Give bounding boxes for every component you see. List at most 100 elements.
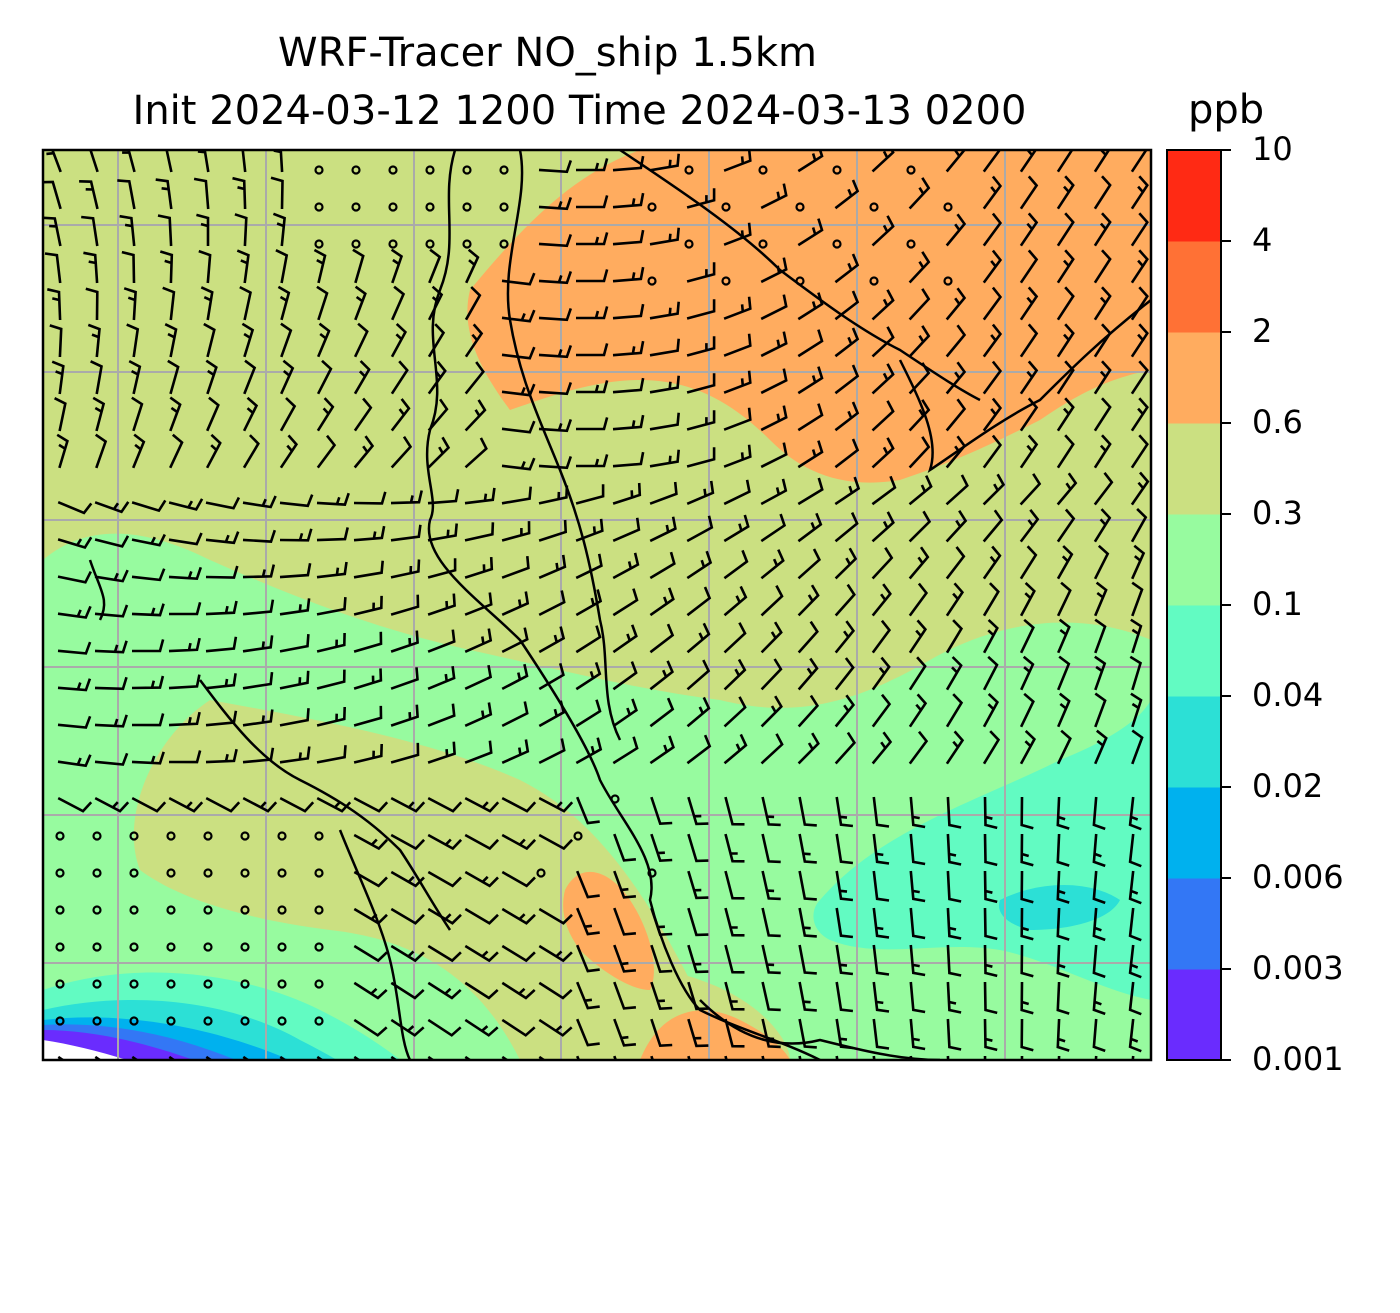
wind-barb bbox=[501, 555, 530, 579]
wind-barb bbox=[193, 177, 210, 210]
wind-barb bbox=[169, 396, 182, 432]
wind-barb bbox=[945, 213, 967, 247]
wind-barb bbox=[649, 375, 680, 394]
wind-barb bbox=[871, 731, 893, 765]
calm-wind-marker bbox=[129, 1016, 139, 1026]
wind-barb bbox=[576, 306, 609, 320]
wind-barb bbox=[1130, 434, 1149, 469]
wind-barb bbox=[168, 566, 203, 581]
wind-barb bbox=[575, 625, 602, 654]
wind-barb bbox=[1130, 507, 1148, 543]
colorbar-tick-label: 0.1 bbox=[1252, 585, 1303, 623]
wind-barb bbox=[205, 600, 238, 616]
wind-barb bbox=[982, 323, 1003, 358]
wind-barb bbox=[122, 150, 136, 173]
calm-wind-marker bbox=[832, 239, 842, 249]
wind-barb bbox=[1056, 150, 1074, 173]
wind-barb bbox=[908, 325, 931, 358]
calm-wind-marker bbox=[943, 202, 953, 212]
wind-barb bbox=[1056, 944, 1070, 978]
wind-barb bbox=[279, 528, 313, 542]
wind-barb bbox=[538, 270, 573, 285]
wind-barb bbox=[427, 360, 447, 395]
colorbar-segment bbox=[1167, 514, 1221, 606]
wind-barb bbox=[613, 907, 637, 936]
wind-barb bbox=[724, 870, 745, 900]
wind-barb bbox=[613, 981, 637, 1010]
wind-barb bbox=[1130, 150, 1148, 173]
wind-barb bbox=[575, 981, 600, 1010]
calm-wind-marker bbox=[314, 942, 324, 952]
wind-barb bbox=[649, 153, 680, 172]
wind-barb bbox=[613, 1018, 637, 1047]
wind-barb bbox=[94, 604, 129, 618]
wind-barb bbox=[797, 548, 822, 580]
wind-barb bbox=[428, 248, 442, 284]
wind-barb bbox=[1020, 796, 1034, 830]
calm-wind-marker bbox=[684, 165, 694, 175]
wind-barb bbox=[723, 658, 747, 691]
wind-barb bbox=[760, 478, 788, 506]
wind-barb bbox=[723, 549, 749, 580]
wind-barb bbox=[1056, 581, 1072, 617]
wind-barb bbox=[501, 521, 531, 542]
calm-wind-marker bbox=[388, 202, 398, 212]
wind-barb bbox=[982, 730, 1001, 765]
wind-barb bbox=[538, 944, 573, 963]
wind-barb bbox=[280, 322, 293, 358]
wind-barb bbox=[761, 944, 781, 975]
wind-barb bbox=[239, 285, 252, 321]
calm-wind-marker bbox=[758, 165, 768, 175]
wind-barb bbox=[909, 1018, 926, 1051]
wind-barb bbox=[797, 150, 824, 173]
wind-barb bbox=[390, 435, 413, 469]
wind-barb bbox=[464, 1018, 499, 1037]
wind-barb bbox=[834, 364, 860, 395]
wind-barb bbox=[909, 796, 926, 829]
wind-barb bbox=[1094, 618, 1107, 654]
wind-barb bbox=[538, 307, 573, 322]
field-high-orange-4 bbox=[640, 1010, 790, 1060]
wind-barb bbox=[576, 269, 609, 283]
wind-barb bbox=[43, 216, 62, 247]
wind-barb bbox=[1019, 509, 1040, 543]
wind-barb bbox=[90, 360, 103, 395]
wind-barb bbox=[576, 158, 609, 172]
wind-barb bbox=[427, 741, 456, 764]
wind-barb bbox=[798, 944, 817, 975]
wind-barb bbox=[538, 233, 573, 248]
wind-barb bbox=[427, 323, 446, 358]
wind-barb bbox=[834, 438, 860, 469]
colorbar-tick-label: 0.6 bbox=[1252, 403, 1303, 441]
wind-barb bbox=[316, 745, 347, 764]
wind-barb bbox=[797, 218, 824, 247]
wind-barb bbox=[687, 1018, 709, 1048]
wind-barb bbox=[687, 944, 709, 974]
wind-barb bbox=[316, 434, 337, 469]
wind-barb bbox=[686, 373, 716, 394]
wind-barb bbox=[131, 675, 165, 690]
wind-barb bbox=[464, 487, 496, 505]
wind-barb bbox=[798, 907, 817, 938]
wind-barb bbox=[724, 907, 745, 937]
wind-barb bbox=[612, 482, 642, 505]
wind-barb bbox=[44, 252, 62, 284]
wind-barb bbox=[316, 597, 347, 616]
wind-barb bbox=[686, 586, 712, 617]
wind-barb bbox=[687, 833, 709, 863]
wind-barb bbox=[390, 667, 419, 690]
wind-barb bbox=[909, 870, 926, 903]
wind-barb bbox=[871, 511, 895, 543]
map-frame bbox=[41, 148, 1153, 1062]
wind-barb bbox=[797, 732, 820, 765]
wind-barb bbox=[316, 669, 346, 690]
wind-barb bbox=[205, 673, 237, 690]
wind-barb bbox=[686, 447, 716, 468]
wind-barb bbox=[168, 601, 202, 616]
calm-wind-marker bbox=[314, 239, 324, 249]
wind-barb bbox=[1092, 833, 1106, 868]
wind-barb bbox=[649, 449, 680, 468]
wind-barb bbox=[797, 477, 824, 506]
wind-barb bbox=[1056, 249, 1075, 284]
wind-barb bbox=[613, 870, 637, 899]
